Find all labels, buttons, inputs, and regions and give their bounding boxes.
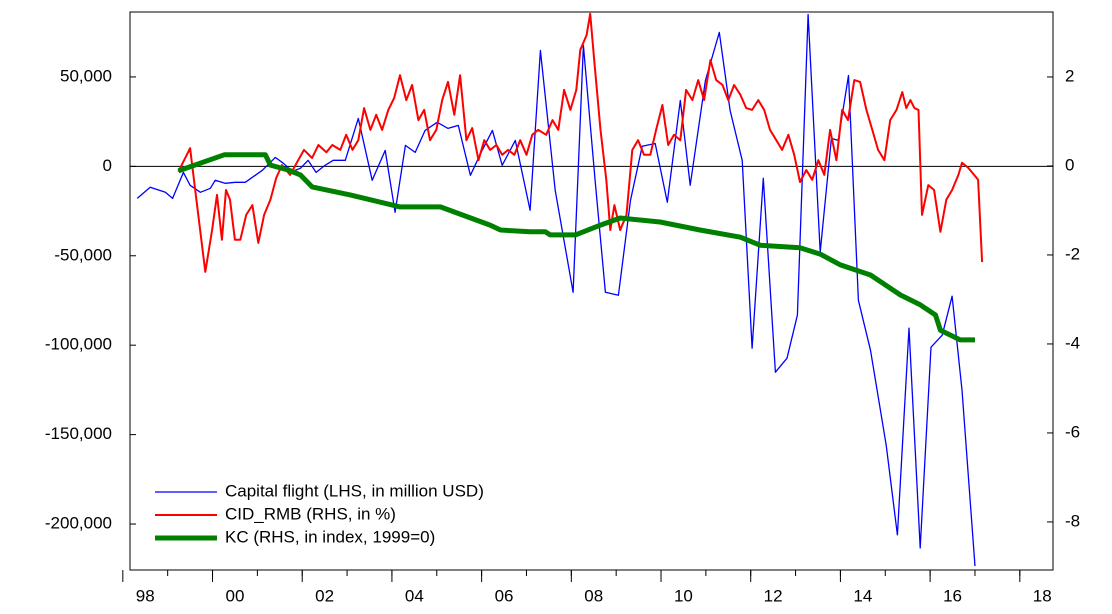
x-tick-label: 16 [943,586,962,605]
y-tick-label: -50,000 [54,245,112,264]
y2-tick-label: -4 [1065,333,1080,352]
y2-tick-label: 2 [1065,66,1074,85]
x-tick-label: 06 [495,586,514,605]
y-tick-label: 50,000 [60,66,112,85]
x-tick-label: 04 [405,586,424,605]
x-tick-label: 18 [1033,586,1052,605]
series-line [177,152,975,343]
x-tick-label: 98 [136,586,155,605]
y-tick-label: -150,000 [45,424,112,443]
x-tick-label: 00 [225,586,244,605]
y-tick-label: -200,000 [45,514,112,533]
y2-tick-label: 0 [1065,155,1074,174]
y2-tick-label: -8 [1065,511,1080,530]
x-tick-label: 14 [853,586,872,605]
plot-frame [129,11,1054,571]
x-tick-label: 02 [315,586,334,605]
legend-label: CID_RMB (RHS, in %) [225,504,396,523]
y2-tick-label: -2 [1065,244,1080,263]
x-tick-label: 12 [764,586,783,605]
legend-label: Capital flight (LHS, in million USD) [225,481,484,500]
series-line [177,12,984,273]
y-tick-label: -100,000 [45,335,112,354]
y-tick-label: 0 [103,156,112,175]
legend-label: KC (RHS, in index, 1999=0) [225,527,435,546]
y2-tick-label: -6 [1065,422,1080,441]
x-tick-label: 08 [584,586,603,605]
x-tick-label: 10 [674,586,693,605]
